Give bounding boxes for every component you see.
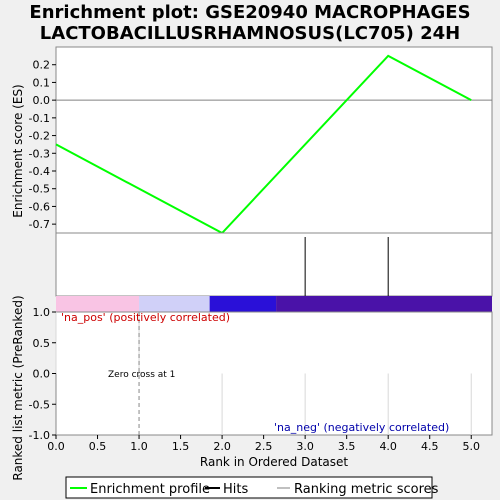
- neg-correlated-label: 'na_neg' (negatively correlated): [274, 421, 449, 434]
- x-tick-label: 2.0: [213, 440, 231, 453]
- rank-y-ticks: 1.0 0.5 0.0 -0.5 -1.0: [29, 306, 56, 442]
- zero-cross-label: Zero cross at 1: [108, 370, 175, 380]
- enrichment-profile-line: [55, 54, 472, 235]
- hits-panel: [55, 232, 493, 297]
- hit-lines: [304, 237, 389, 296]
- colorbar-segment: [56, 296, 140, 312]
- es-y-tick-label: 0.0: [33, 94, 51, 107]
- x-tick-label: 3.5: [338, 440, 356, 453]
- x-tick-label: 4.0: [379, 440, 397, 453]
- rank-y-tick-label: 0.5: [33, 337, 51, 350]
- es-y-ticks: 0.2 0.1 0.0 -0.1 -0.2 -0.3 -0.4 -0.5 -0.6 -0.7: [29, 59, 56, 231]
- es-panel: [55, 46, 493, 234]
- x-tick-label: 1.0: [130, 440, 148, 453]
- rank-panel: [55, 311, 493, 436]
- legend-hits-label: Hits: [223, 482, 248, 497]
- x-tick-label: 2.5: [255, 440, 273, 453]
- legend-box: [65, 476, 433, 499]
- es-y-axis-label: Enrichment score (ES): [11, 84, 25, 217]
- x-tick-label: 3.0: [296, 440, 314, 453]
- es-y-tick-label: -0.3: [29, 147, 50, 160]
- es-y-tick-label: 0.2: [33, 59, 51, 72]
- colorbar-segment: [139, 296, 210, 312]
- x-tick-label: 1.5: [172, 440, 190, 453]
- rank-colorbar: [56, 296, 492, 312]
- colorbar-segment: [276, 296, 492, 312]
- pos-correlated-label: 'na_pos' (positively correlated): [61, 311, 230, 324]
- chart-title-line2: LACTOBACILLUSRHAMNOSUS(LC705) 24H: [40, 23, 460, 44]
- rank-y-axis-label: Ranked list metric (PreRanked): [11, 295, 25, 480]
- rank-y-tick-label: -0.5: [29, 398, 50, 411]
- chart-title-line1: Enrichment plot: GSE20940 MACROPHAGES: [29, 2, 470, 23]
- legend-metric-label: Ranking metric scores: [294, 482, 439, 497]
- rank-y-tick-label: -1.0: [29, 429, 50, 442]
- es-y-tick-label: -0.5: [29, 183, 50, 196]
- colorbar-segment: [209, 296, 277, 312]
- x-tick-label: 0.0: [47, 440, 65, 453]
- es-y-tick-label: -0.2: [29, 130, 50, 143]
- x-tick-label: 5.0: [462, 440, 480, 453]
- es-y-tick-label: 0.1: [33, 76, 51, 89]
- legend-profile-label: Enrichment profile: [90, 482, 210, 497]
- es-y-tick-label: -0.1: [29, 112, 50, 125]
- rank-y-tick-label: 1.0: [33, 306, 51, 319]
- x-axis-label: Rank in Ordered Dataset: [200, 455, 348, 469]
- x-tick-label: 0.5: [89, 440, 107, 453]
- es-y-tick-label: -0.7: [29, 218, 50, 231]
- es-y-tick-label: -0.6: [29, 200, 50, 213]
- es-y-tick-label: -0.4: [29, 165, 50, 178]
- rank-y-tick-label: 0.0: [33, 368, 51, 381]
- x-tick-label: 4.5: [421, 440, 439, 453]
- x-ticks: 0.0 0.5 1.0 1.5 2.0 2.5 3.0 3.5 4.0 4.5 5.0: [47, 435, 480, 453]
